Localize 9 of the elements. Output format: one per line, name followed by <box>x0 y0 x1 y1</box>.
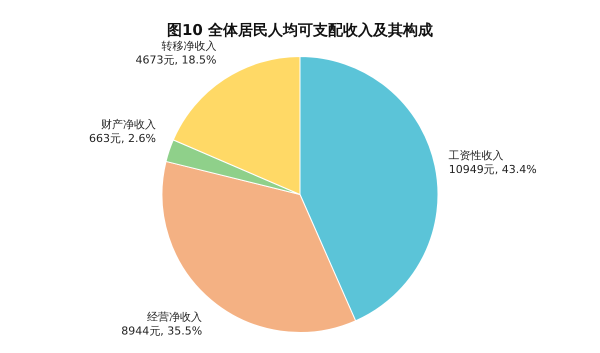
slice-label: 转移净收入 <box>161 39 216 52</box>
data-label: 4673元, 18.5% <box>136 53 216 66</box>
chart-title: 图10 全体居民人均可支配收入及其构成 <box>166 20 434 39</box>
data-label: 663元, 2.6% <box>88 132 156 145</box>
data-label: 10949元, 43.4% <box>448 163 537 176</box>
slice-label: 财产净收入 <box>100 118 156 131</box>
slice-label: 经营净收入 <box>147 310 202 324</box>
data-label: 8944元, 35.5% <box>121 324 202 338</box>
slice-label: 工资性收入 <box>448 149 504 162</box>
